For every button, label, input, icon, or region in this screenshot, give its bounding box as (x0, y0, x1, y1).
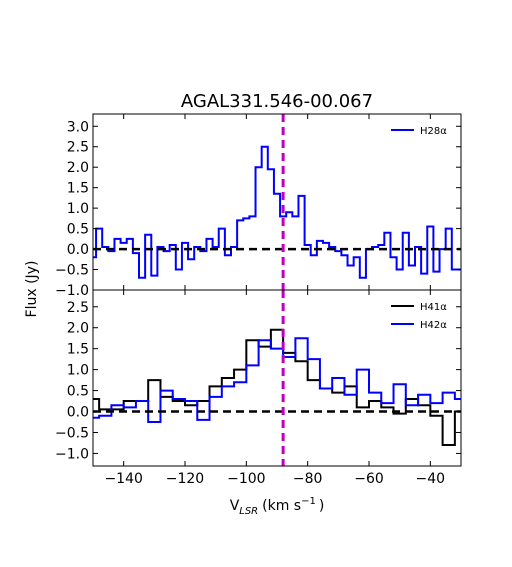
legend-label: H41α (420, 302, 447, 313)
x-axis-label-close: ) (319, 498, 324, 514)
x-axis-label-unit: (km s (262, 498, 301, 514)
y-tick-label: 2.0 (67, 321, 89, 337)
y-tick-label: 2.0 (67, 160, 89, 176)
x-axis-label-main: V (230, 498, 240, 514)
y-tick-label: 3.0 (67, 119, 89, 135)
x-axis-label-superscript: −1 (301, 496, 316, 507)
y-tick-label: 1.5 (67, 342, 89, 358)
y-tick-label: −1.0 (55, 283, 89, 299)
plot-area (93, 114, 461, 290)
top-panel-h28: 3.0 2.5 2.0 1.5 1.0 0.5 0.0 −0.5 −1.0 H28α (55, 113, 462, 299)
y-tick-label: −0.5 (55, 425, 89, 441)
x-tick-label: −40 (416, 471, 446, 487)
axes-frame (92, 289, 462, 467)
x-axis-label: VLSR (km s−1) (230, 496, 325, 517)
y-tick-label: 0.0 (67, 405, 89, 421)
y-tick-label: 0.0 (67, 242, 89, 258)
x-tick-label: −140 (104, 471, 142, 487)
y-tick-label: 1.0 (67, 201, 89, 217)
chart-title: AGAL331.546-00.067 (181, 91, 373, 112)
y-tick-label: −0.5 (55, 263, 89, 279)
y-axis-label: Flux (Jy) (24, 261, 40, 318)
y-tick-label: −1.0 (55, 446, 89, 462)
plot-area (93, 290, 461, 466)
series-line-0-0 (93, 145, 461, 279)
y-tick-label: 0.5 (67, 222, 89, 238)
legend-label: H28α (420, 126, 447, 137)
x-tick-label: −60 (354, 471, 384, 487)
x-axis-label-subscript: LSR (239, 506, 258, 517)
legend-label: H42α (420, 320, 447, 331)
bottom-panel-h41-h42: 2.5 2.0 1.5 1.0 0.5 0.0 −0.5 −1.0 −140 −120 −100 −8… (55, 289, 462, 487)
y-tick-label: 2.5 (67, 300, 89, 316)
x-tick-label: −100 (227, 471, 265, 487)
series-line-1-1 (93, 337, 461, 423)
x-tick-label: −120 (166, 471, 204, 487)
y-tick-label: 0.5 (67, 384, 89, 400)
y-tick-label: 1.5 (67, 181, 89, 197)
y-tick-label: 2.5 (67, 140, 89, 156)
y-tick-label: 1.0 (67, 363, 89, 379)
x-tick-label: −80 (293, 471, 323, 487)
